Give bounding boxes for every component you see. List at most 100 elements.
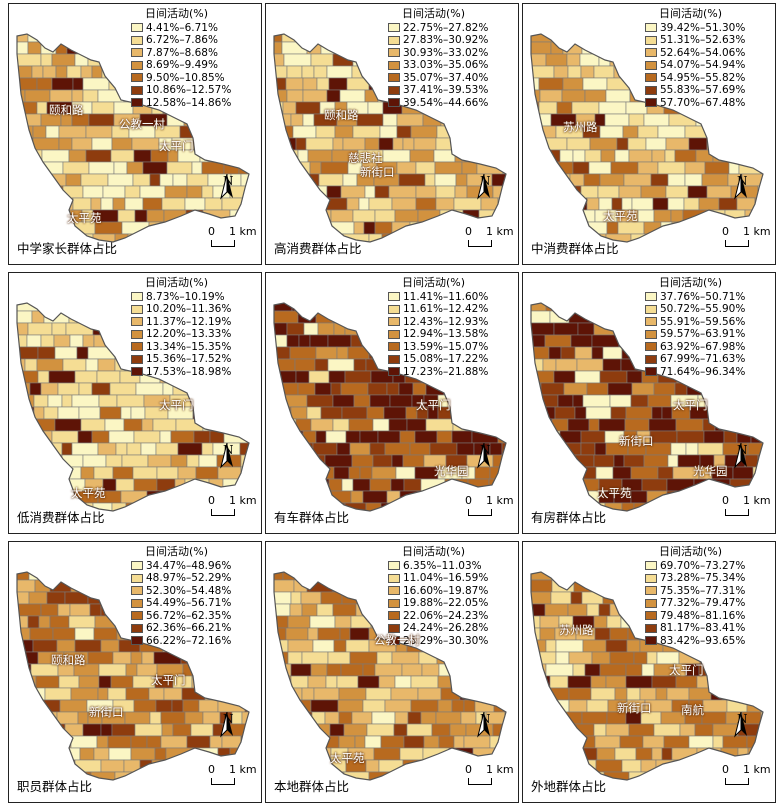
legend-label: 52.64%–54.06% xyxy=(660,46,746,59)
map-district xyxy=(35,711,58,725)
legend-row: 71.64%–96.34% xyxy=(645,366,745,379)
map-district xyxy=(406,418,427,432)
map-district xyxy=(394,711,409,725)
map-legend: 日间活动(%) 8.73%–10.19% 10.20%–11.36% 11.37%–1… xyxy=(131,276,232,378)
map-district xyxy=(580,430,606,444)
map-district xyxy=(501,346,506,360)
map-district xyxy=(191,161,203,175)
map-district xyxy=(757,101,763,115)
scale-km-label: 1 km xyxy=(229,225,257,238)
legend-row: 37.41%–39.53% xyxy=(388,84,488,97)
map-district xyxy=(593,65,615,79)
map-district xyxy=(45,125,60,139)
map-district xyxy=(301,651,329,665)
map-district xyxy=(706,185,732,199)
map-district xyxy=(201,185,214,199)
map-district xyxy=(599,370,628,384)
map-district xyxy=(332,137,344,151)
map-district xyxy=(438,663,466,677)
map-district xyxy=(17,579,36,593)
map-district xyxy=(386,382,400,396)
legend-label: 11.37%–12.19% xyxy=(146,315,232,328)
map-district xyxy=(313,454,326,468)
legend-row: 55.91%–59.56% xyxy=(645,316,745,329)
map-district xyxy=(760,161,763,175)
map-district xyxy=(111,137,133,151)
map-district xyxy=(336,442,351,456)
map-district xyxy=(396,125,412,139)
map-district xyxy=(313,221,329,235)
map-district xyxy=(555,358,578,372)
legend-label: 22.06%–24.23% xyxy=(403,609,489,622)
map-district xyxy=(151,759,171,773)
map-district xyxy=(250,724,262,736)
map-district xyxy=(761,334,763,348)
map-district xyxy=(66,65,82,79)
legend-swatch xyxy=(388,561,400,571)
map-district xyxy=(315,430,327,444)
map-district xyxy=(498,663,506,677)
map-district xyxy=(351,711,373,725)
map-district xyxy=(764,299,776,311)
map-district xyxy=(541,490,557,504)
legend-row: 15.36%–17.52% xyxy=(131,353,231,366)
map-district xyxy=(613,454,625,468)
map-district xyxy=(646,651,658,665)
map-district xyxy=(643,113,670,127)
choropleth-map xyxy=(16,571,262,781)
legend-label: 50.72%–55.90% xyxy=(660,303,746,315)
map-district xyxy=(217,651,242,665)
map-district xyxy=(550,591,572,605)
map-district xyxy=(309,334,329,348)
legend-swatch xyxy=(388,623,400,633)
map-district xyxy=(58,125,87,139)
map-district xyxy=(232,627,246,641)
map-district xyxy=(550,478,574,492)
map-caption: 职员群体占比 xyxy=(17,779,93,794)
map-district xyxy=(72,197,92,211)
legend-title: 日间活动(%) xyxy=(659,7,723,20)
legend-label: 22.75%–27.82% xyxy=(403,21,489,34)
map-district xyxy=(160,221,188,235)
map-district xyxy=(574,406,587,420)
map-district xyxy=(149,173,161,187)
map-district xyxy=(108,430,135,444)
legend-swatch xyxy=(131,573,143,583)
map-district xyxy=(642,735,665,749)
legend-label: 79.48%–81.16% xyxy=(660,609,746,622)
map-district xyxy=(326,89,341,103)
map-district xyxy=(557,394,574,408)
map-district xyxy=(743,675,763,689)
legend-swatch xyxy=(645,35,657,45)
map-district xyxy=(531,394,541,408)
map-district xyxy=(365,502,382,511)
map-district xyxy=(135,771,155,780)
map-district xyxy=(582,639,607,653)
map-district xyxy=(389,394,413,408)
map-district xyxy=(287,615,311,629)
map-district xyxy=(384,442,411,456)
legend-label: 10.86%–12.57% xyxy=(146,84,232,96)
map-district xyxy=(364,735,382,749)
map-district xyxy=(338,735,356,749)
legend-row: 22.06%–24.23% xyxy=(388,610,488,623)
map-district xyxy=(366,334,389,348)
map-district xyxy=(684,161,706,175)
map-district xyxy=(698,197,720,211)
map-district xyxy=(531,137,542,151)
map-district xyxy=(232,418,249,432)
legend-label: 39.54%–44.66% xyxy=(403,96,489,109)
map-district xyxy=(384,699,412,713)
place-label: 太平苑 xyxy=(330,751,365,765)
map-district xyxy=(198,454,218,468)
legend-swatch xyxy=(131,98,143,108)
place-label: 颐和路 xyxy=(324,108,359,122)
legend-row: 62.36%–66.21% xyxy=(131,622,231,635)
map-district xyxy=(609,53,625,67)
map-district xyxy=(609,394,632,408)
map-district xyxy=(631,382,655,396)
map-district xyxy=(614,149,630,163)
map-district xyxy=(531,735,545,749)
map-district xyxy=(47,394,63,408)
map-district xyxy=(239,101,249,115)
